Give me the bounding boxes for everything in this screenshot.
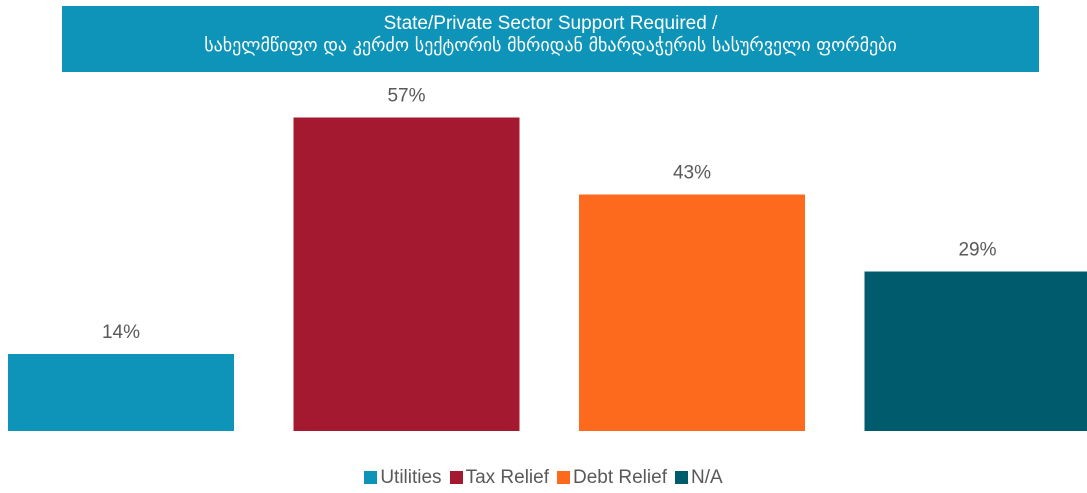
legend-swatch [674, 471, 688, 484]
legend-item-tax-relief: Tax Relief [449, 467, 549, 489]
legend-label: Debt Relief [572, 467, 667, 488]
legend-item-debt-relief: Debt Relief [556, 467, 667, 489]
chart-title-banner: State/Private Sector Support Required / … [62, 6, 1039, 72]
legend-label: Utilities [380, 467, 442, 488]
legend-label: Tax Relief [465, 467, 549, 488]
data-label-utilities: 14% [102, 322, 140, 343]
data-label-tax-relief: 57% [387, 86, 425, 107]
legend-swatch [449, 471, 463, 484]
data-label-debt-relief: 43% [673, 163, 711, 184]
legend-item-n-a: N/A [674, 467, 723, 489]
bar-utilities [8, 354, 234, 431]
legend-swatch [364, 471, 378, 484]
data-label-n-a: 29% [958, 240, 996, 261]
legend-swatch [556, 471, 570, 484]
bar-debt-relief [579, 194, 805, 431]
bar-n-a [864, 271, 1087, 431]
legend-item-utilities: Utilities [364, 467, 442, 489]
bar-tax-relief [293, 117, 520, 431]
chart-title-line1: State/Private Sector Support Required / [383, 13, 718, 34]
legend-label: N/A [690, 467, 723, 488]
chart-title-line2: სახელმწიფო და კერძო სექტორის მხრიდან მხა… [204, 35, 897, 56]
chart-legend: Utilities Tax Relief Debt Relief N/A [0, 467, 1087, 489]
